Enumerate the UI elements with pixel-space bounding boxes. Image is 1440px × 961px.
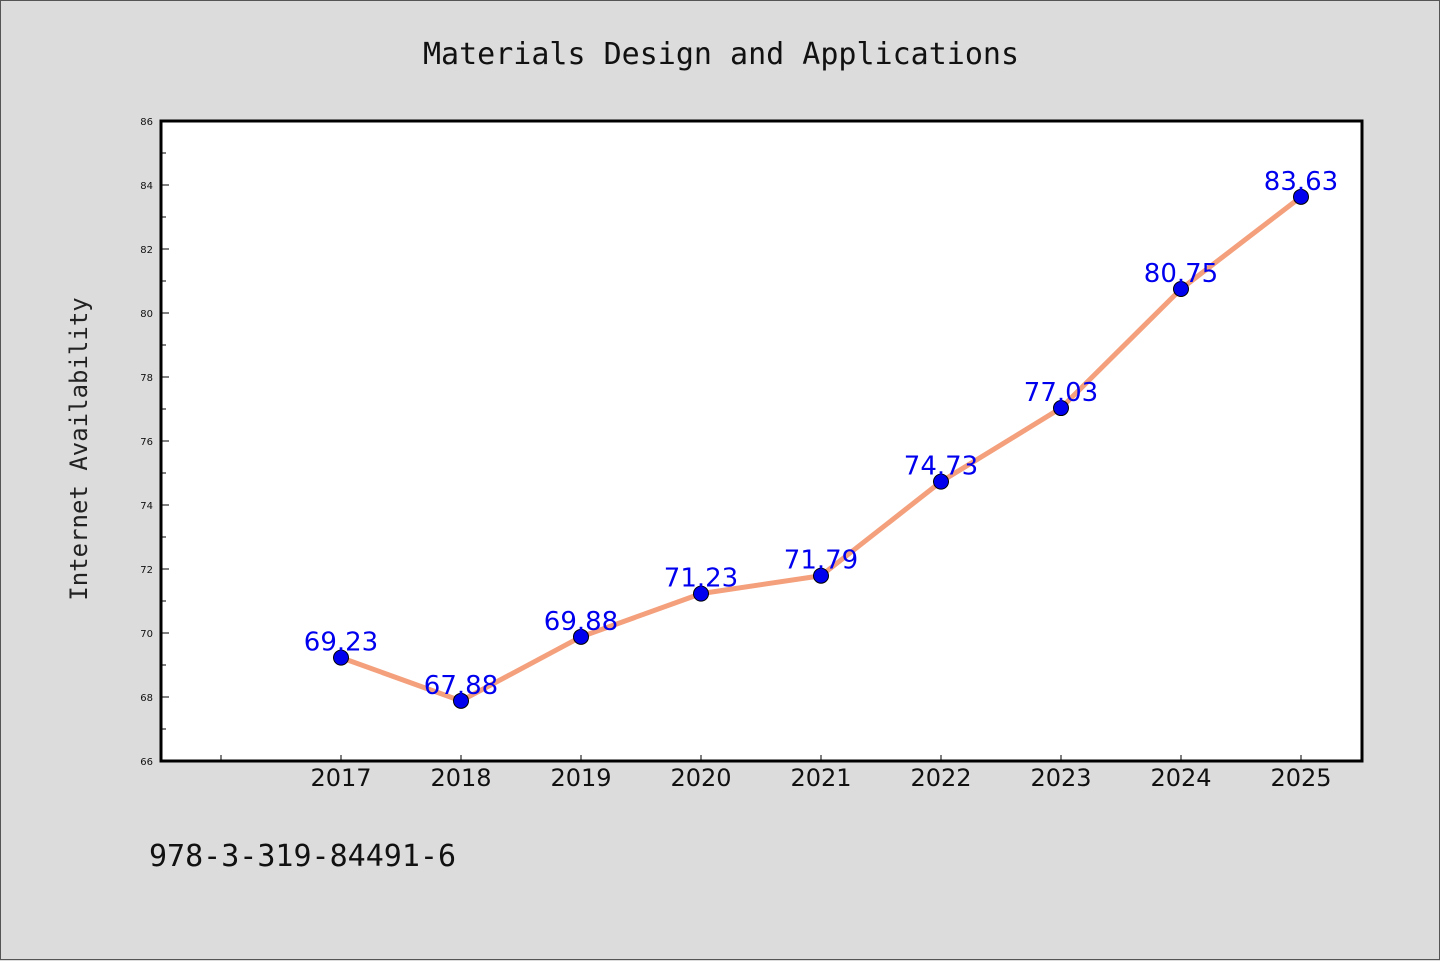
x-tick-label: 2023	[1030, 764, 1091, 792]
y-tick-label: 66	[140, 757, 153, 768]
y-axis-label: Internet Availability	[65, 297, 93, 600]
data-label: 80.75	[1144, 259, 1218, 289]
footer-isbn: 978-3-319-84491-6	[149, 839, 456, 874]
y-tick-label: 74	[140, 501, 153, 512]
x-tick-label: 2021	[790, 764, 851, 792]
y-tick-label: 70	[140, 629, 153, 640]
data-label: 71.23	[664, 564, 738, 594]
y-tick-label: 76	[140, 437, 153, 448]
plot-area	[161, 121, 1362, 761]
y-tick-label: 72	[140, 565, 153, 576]
data-label: 69.23	[304, 628, 378, 658]
data-point	[1053, 400, 1069, 417]
y-tick-label: 80	[140, 309, 153, 320]
data-label: 67.88	[424, 671, 498, 701]
x-tick-label: 2017	[310, 764, 371, 792]
chart-title: Materials Design and Applications	[423, 37, 1019, 72]
plot-border	[159, 119, 1364, 763]
data-point	[453, 692, 469, 709]
y-tick-label: 68	[140, 693, 153, 704]
data-label: 83.63	[1264, 167, 1338, 197]
data-label: 71.79	[784, 546, 858, 576]
data-markers	[333, 188, 1309, 709]
x-tick-label: 2018	[430, 764, 491, 792]
x-tick-label: 2024	[1150, 764, 1211, 792]
data-point	[1173, 281, 1189, 297]
y-tick-label: 86	[140, 117, 153, 128]
y-tick-label: 78	[140, 373, 153, 384]
x-tick-label: 2020	[670, 764, 731, 792]
y-tick-label: 82	[140, 245, 153, 256]
data-point	[573, 628, 589, 645]
data-point	[1293, 188, 1309, 205]
x-axis: 2017 2018 2019 2020 2021 2022 2023 2024 2025	[220, 755, 1332, 792]
data-point	[333, 649, 349, 666]
x-tick-label: 2019	[550, 764, 611, 792]
data-labels: 69.23 67.88 69.88 71.23 71.79 74.73 77.03 80.75…	[304, 167, 1338, 701]
x-tick-label: 2025	[1270, 764, 1331, 792]
y-tick-label: 84	[140, 181, 153, 192]
data-label: 74.73	[904, 452, 978, 482]
data-label: 77.03	[1024, 378, 1098, 408]
x-tick-label: 2022	[910, 764, 971, 792]
data-point	[693, 585, 709, 602]
data-point	[813, 567, 829, 584]
data-label: 69.88	[544, 607, 618, 637]
data-point	[933, 473, 949, 490]
